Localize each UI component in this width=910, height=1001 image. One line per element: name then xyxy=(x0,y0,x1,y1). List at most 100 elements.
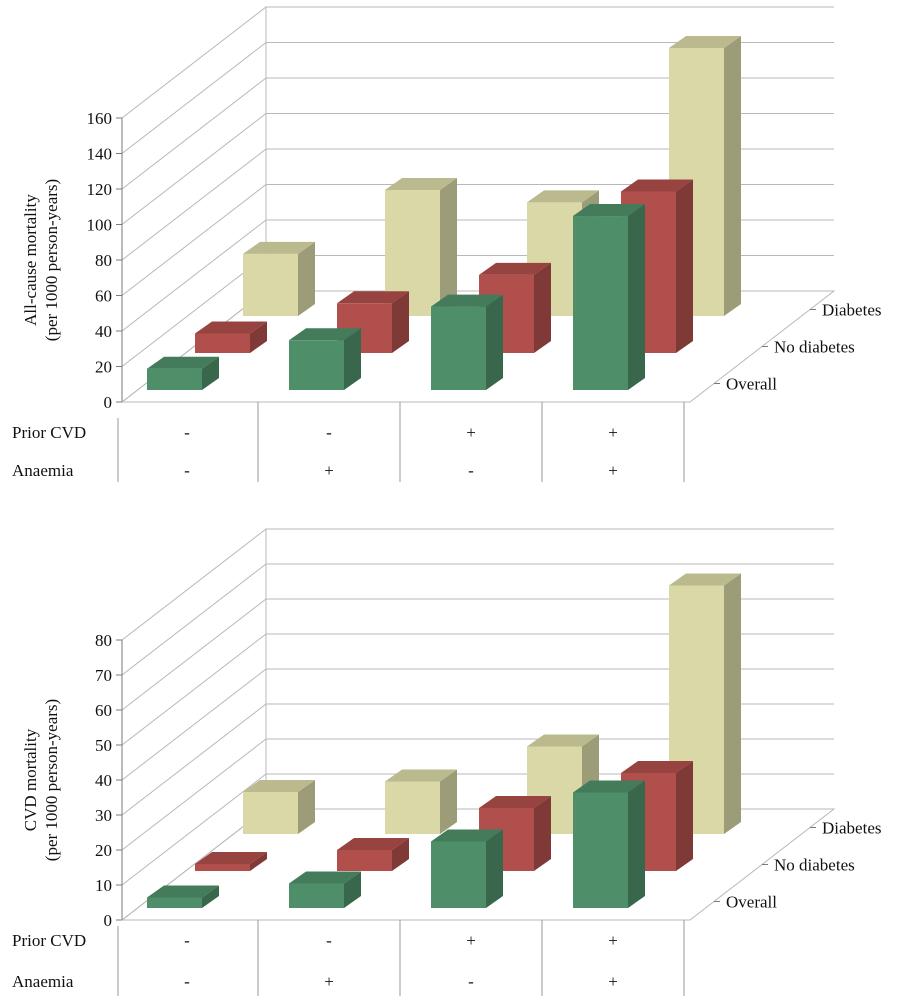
bar-top xyxy=(147,356,219,369)
y-tick-label: 0 xyxy=(104,911,113,930)
bar-front xyxy=(431,841,486,908)
bar-overall-2 xyxy=(289,328,361,390)
bar-side xyxy=(534,262,551,353)
bar-no-diabetes-1 xyxy=(195,321,267,353)
bar-top xyxy=(195,321,267,334)
y-tick-label: 60 xyxy=(95,701,112,720)
bar-diabetes-4 xyxy=(669,35,741,316)
y-tick-label: 50 xyxy=(95,736,112,755)
bar-side xyxy=(440,177,457,316)
y-tick-label: 40 xyxy=(95,322,112,341)
bar-front xyxy=(289,340,344,390)
bar-front xyxy=(573,792,628,908)
bar-front xyxy=(195,864,250,871)
depth-label-diabetes: Diabetes xyxy=(822,819,881,838)
bar-front xyxy=(147,897,202,908)
row-value-anaemia-4: + xyxy=(608,461,618,480)
bar-side xyxy=(486,294,503,390)
bar-diabetes-1 xyxy=(243,780,315,834)
bar-overall-1 xyxy=(147,885,219,908)
bar-overall-4 xyxy=(573,204,645,390)
y-tick-label: 60 xyxy=(95,287,112,306)
bar-top xyxy=(527,190,599,203)
y-tick-label: 10 xyxy=(95,876,112,895)
bars xyxy=(147,35,741,390)
y-axis-label-line1: CVD mortality xyxy=(21,728,40,831)
bar-no-diabetes-3 xyxy=(479,262,551,353)
bar-side xyxy=(440,769,457,834)
row-value-anaemia-3: - xyxy=(468,461,474,480)
bar-top xyxy=(337,291,409,304)
bar-top xyxy=(431,829,503,842)
row-value-prior-cvd-3: + xyxy=(466,423,476,442)
bar-top xyxy=(385,177,457,190)
bar-top xyxy=(385,769,457,782)
bar-diabetes-2 xyxy=(385,177,457,316)
bar-side xyxy=(392,291,409,353)
bar-top xyxy=(479,262,551,275)
bar-side xyxy=(202,356,219,390)
bar-front xyxy=(243,253,298,316)
row-value-prior-cvd-1: - xyxy=(184,423,190,442)
bar-top xyxy=(147,885,219,898)
row-value-anaemia-3: - xyxy=(468,972,474,991)
bar-top xyxy=(289,328,361,341)
bar-side xyxy=(724,35,741,316)
bar-front xyxy=(289,883,344,908)
row-value-anaemia-4: + xyxy=(608,972,618,991)
bar-top xyxy=(573,780,645,793)
bar-side xyxy=(628,204,645,390)
depth-label-no-diabetes: No diabetes xyxy=(774,856,855,875)
depth-label-diabetes: Diabetes xyxy=(822,301,881,320)
bar-side xyxy=(298,780,315,834)
row-value-anaemia-1: - xyxy=(184,972,190,991)
bar-no-diabetes-1 xyxy=(195,852,267,871)
bar-top xyxy=(431,294,503,307)
y-tick-label: 80 xyxy=(95,631,112,650)
y-tick-label: 160 xyxy=(87,109,113,128)
depth-label-overall: Overall xyxy=(726,893,777,912)
y-axis-label-line2: (per 1000 person-years) xyxy=(42,699,61,861)
y-tick-label: 20 xyxy=(95,358,112,377)
bar-top xyxy=(669,573,741,586)
bar-side xyxy=(486,829,503,908)
bar-top xyxy=(527,734,599,747)
bar-top xyxy=(479,796,551,808)
bar-side xyxy=(628,780,645,908)
bar-side xyxy=(392,838,409,871)
bar-side xyxy=(724,573,741,834)
bar-front xyxy=(147,368,202,390)
bar-side xyxy=(250,852,267,871)
row-value-prior-cvd-1: - xyxy=(184,931,190,950)
bar-side xyxy=(676,179,693,353)
bar-no-diabetes-2 xyxy=(337,838,409,871)
bar-front xyxy=(195,333,250,353)
bar-diabetes-1 xyxy=(243,241,315,316)
row-label-prior-cvd: Prior CVD xyxy=(12,931,86,950)
row-value-prior-cvd-4: + xyxy=(608,931,618,950)
bar-side xyxy=(534,796,551,871)
bar-side xyxy=(676,761,693,871)
bar-front xyxy=(337,850,392,871)
floor xyxy=(120,808,836,921)
row-label-anaemia: Anaemia xyxy=(12,972,74,991)
bars xyxy=(147,573,741,908)
bar-top xyxy=(289,871,361,884)
bar-top xyxy=(621,179,693,192)
y-axis-label-line2: (per 1000 person-years) xyxy=(42,179,61,341)
bar-top xyxy=(243,241,315,254)
y-tick-label: 40 xyxy=(95,771,112,790)
bar-overall-2 xyxy=(289,871,361,908)
y-axis-label-line1: All-cause mortality xyxy=(21,194,40,326)
all-cause-mortality-chart: 0 20 40 60 80 100 120 140 160 All-cause mortality… xyxy=(12,6,881,482)
bar-side xyxy=(344,871,361,908)
y-tick-label: 140 xyxy=(87,145,113,164)
bar-top xyxy=(669,35,741,48)
bar-top xyxy=(621,761,693,773)
y-tick-label: 80 xyxy=(95,251,112,270)
bar-top xyxy=(195,852,267,864)
row-value-prior-cvd-3: + xyxy=(466,931,476,950)
bar-front xyxy=(243,792,298,834)
bar-side xyxy=(250,321,267,353)
